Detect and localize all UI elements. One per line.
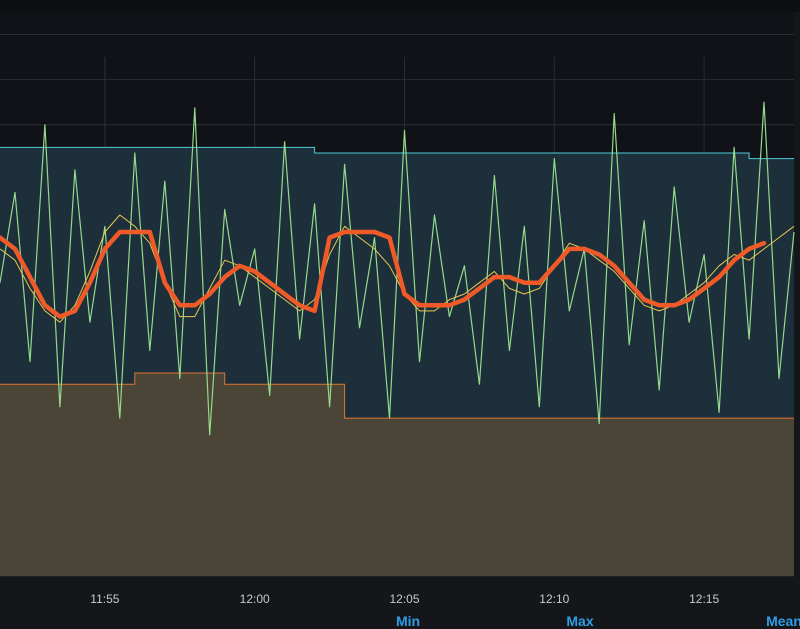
x-tick-label: 12:15: [689, 592, 719, 606]
x-tick-label: 12:10: [539, 592, 569, 606]
x-tick-label: 11:55: [90, 592, 119, 606]
x-tick-label: 12:05: [389, 592, 419, 606]
band-fills: [0, 147, 794, 576]
top-strip: [0, 0, 800, 12]
legend-header-mean[interactable]: Mean: [766, 613, 800, 629]
legend-header-max[interactable]: Max: [566, 613, 593, 629]
x-tick-label: 12:00: [240, 592, 270, 606]
x-axis: 11:55 12:00 12:05 12:10 12:15: [90, 592, 719, 606]
legend-header-min[interactable]: Min: [396, 613, 420, 629]
legend-table-header[interactable]: Min Max Mean: [396, 613, 800, 629]
